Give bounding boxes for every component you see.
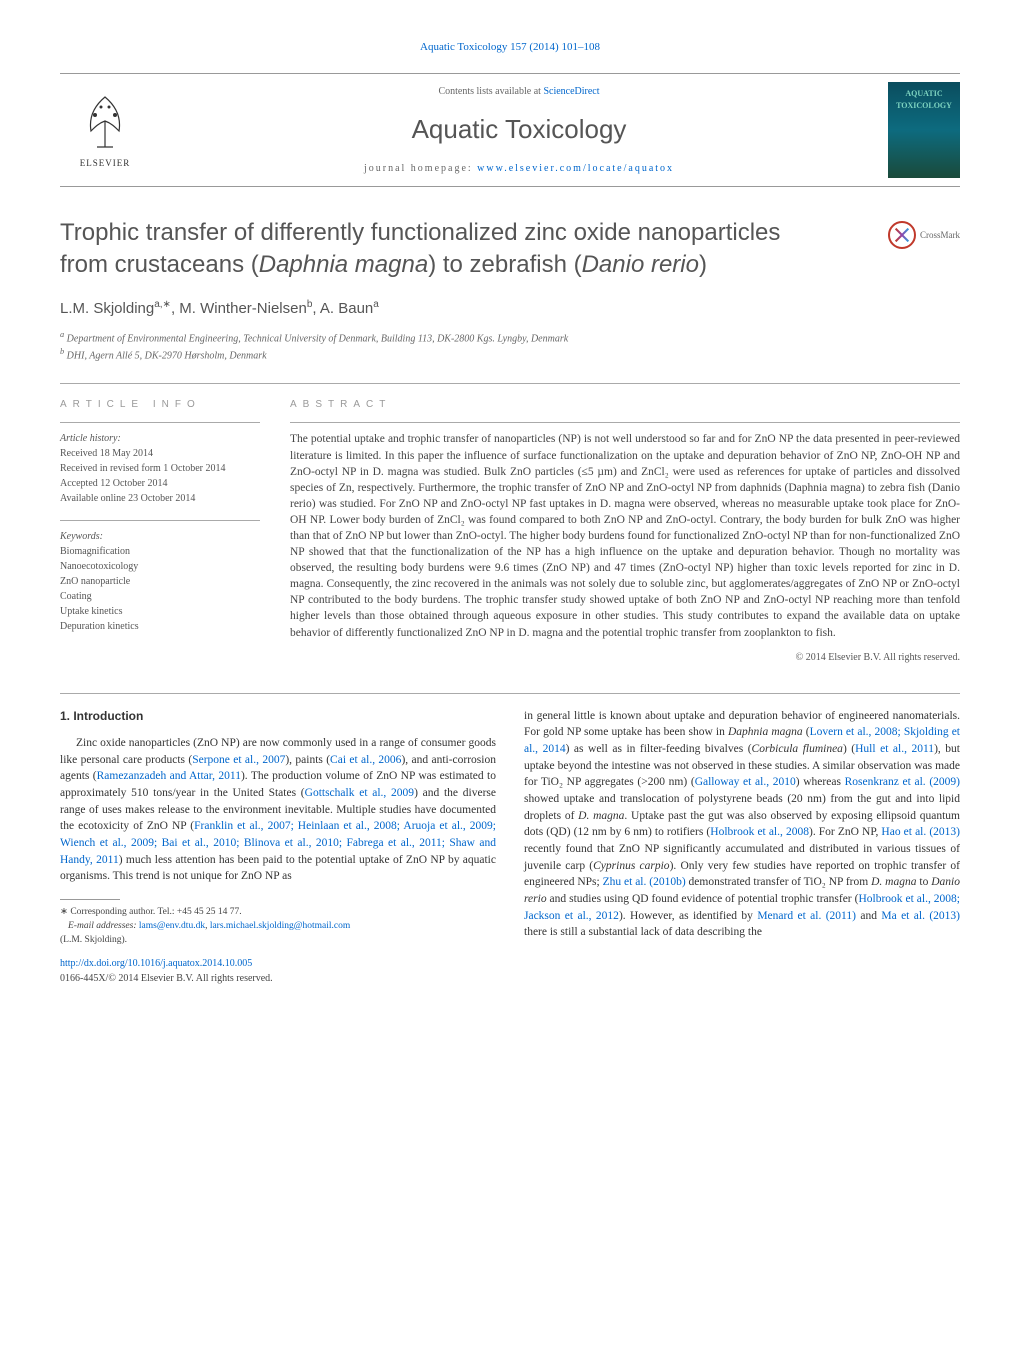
ref-link[interactable]: Ramezanzadeh and Attar, 2011 xyxy=(97,770,241,782)
homepage-prefix: journal homepage: xyxy=(364,163,477,174)
abstract-heading: abstract xyxy=(290,398,960,412)
keyword: Nanoecotoxicology xyxy=(60,559,260,574)
abstract-divider xyxy=(290,422,960,423)
abstract-copyright: © 2014 Elsevier B.V. All rights reserved… xyxy=(290,651,960,665)
affiliation-a: a Department of Environmental Engineerin… xyxy=(60,329,960,346)
corresponding-author: ∗ Corresponding author. Tel.: +45 45 25 … xyxy=(60,906,496,920)
title-part1: Trophic transfer of differently function… xyxy=(60,219,780,246)
title-part2: from crustaceans ( xyxy=(60,251,259,278)
email-link[interactable]: lars.michael.skjolding@hotmail.com xyxy=(210,921,350,931)
keyword: Biomagnification xyxy=(60,544,260,559)
author2: , M. Winther-Nielsen xyxy=(171,300,307,317)
keyword: ZnO nanoparticle xyxy=(60,574,260,589)
citation-vol: 157 (2014) 101–108 xyxy=(510,41,600,53)
history-received: Received 18 May 2014 xyxy=(60,446,260,461)
info-abstract-row: article info Article history: Received 1… xyxy=(60,398,960,664)
author3-sup: a xyxy=(373,299,379,310)
authors: L.M. Skjoldinga,∗, M. Winther-Nielsenb, … xyxy=(60,298,960,319)
citation-journal: Aquatic Toxicology xyxy=(420,41,507,53)
journal-title: Aquatic Toxicology xyxy=(150,111,888,147)
keyword: Coating xyxy=(60,589,260,604)
footnote-separator xyxy=(60,899,120,900)
contents-prefix: Contents lists available at xyxy=(438,86,543,97)
history-label: Article history: xyxy=(60,431,260,446)
email-label: E-mail addresses: xyxy=(68,921,137,931)
doi-block: http://dx.doi.org/10.1016/j.aquatox.2014… xyxy=(60,957,496,986)
affiliation-b: b DHI, Agern Allé 5, DK-2970 Hørsholm, D… xyxy=(60,346,960,363)
intro-heading: 1. Introduction xyxy=(60,708,496,725)
keyword: Depuration kinetics xyxy=(60,619,260,634)
masthead: ELSEVIER Contents lists available at Sci… xyxy=(60,73,960,187)
sciencedirect-link[interactable]: ScienceDirect xyxy=(543,86,599,97)
body-text: 1. Introduction Zinc oxide nanoparticles… xyxy=(60,708,960,987)
title-part3: ) to zebrafish ( xyxy=(428,251,581,278)
ref-link[interactable]: Gottschalk et al., 2009 xyxy=(305,787,414,799)
ref-link[interactable]: Menard et al. (2011) xyxy=(757,910,856,922)
author1: L.M. Skjolding xyxy=(60,300,154,317)
elsevier-logo[interactable]: ELSEVIER xyxy=(60,91,150,170)
title-block: CrossMark Trophic transfer of differentl… xyxy=(60,217,960,279)
ref-link[interactable]: Hull et al., 2011 xyxy=(855,743,934,755)
article-title: Trophic transfer of differently function… xyxy=(60,217,960,279)
ref-link[interactable]: Cai et al., 2006 xyxy=(330,754,401,766)
article-info: article info Article history: Received 1… xyxy=(60,398,260,664)
homepage-line: journal homepage: www.elsevier.com/locat… xyxy=(150,162,888,176)
article-history: Article history: Received 18 May 2014 Re… xyxy=(60,431,260,506)
crossmark-label: CrossMark xyxy=(920,229,960,242)
keywords-label: Keywords: xyxy=(60,529,260,544)
header-citation: Aquatic Toxicology 157 (2014) 101–108 xyxy=(60,40,960,55)
ref-link[interactable]: Ma et al. (2013) xyxy=(881,910,960,922)
keyword: Uptake kinetics xyxy=(60,604,260,619)
crossmark-icon xyxy=(888,221,916,249)
ref-link[interactable]: Serpone et al., 2007 xyxy=(192,754,285,766)
journal-cover[interactable]: AQUATIC TOXICOLOGY xyxy=(888,82,960,178)
ref-link[interactable]: Holbrook et al., 2008 xyxy=(710,826,809,838)
author3: , A. Baun xyxy=(312,300,373,317)
divider xyxy=(60,383,960,384)
crossmark-badge[interactable]: CrossMark xyxy=(888,217,960,253)
divider-below-abstract xyxy=(60,693,960,694)
ref-link[interactable]: Hao et al. (2013) xyxy=(881,826,960,838)
ref-link[interactable]: Rosenkranz et al. (2009) xyxy=(845,776,960,788)
abstract: abstract The potential uptake and trophi… xyxy=(290,398,960,664)
ref-link[interactable]: Galloway et al., 2010 xyxy=(695,776,796,788)
info-heading: article info xyxy=(60,398,260,412)
info-divider1 xyxy=(60,422,260,423)
cover-line2: TOXICOLOGY xyxy=(896,100,952,111)
author1-sup: a,∗ xyxy=(154,299,171,310)
citation-link[interactable]: Aquatic Toxicology 157 (2014) 101–108 xyxy=(420,41,600,53)
intro-p2: in general little is known about uptake … xyxy=(524,708,960,941)
history-accepted: Accepted 12 October 2014 xyxy=(60,476,260,491)
issn-line: 0166-445X/© 2014 Elsevier B.V. All right… xyxy=(60,973,273,984)
history-online: Available online 23 October 2014 xyxy=(60,491,260,506)
email-line: E-mail addresses: lams@env.dtu.dk, lars.… xyxy=(60,920,496,934)
keywords-block: Keywords: Biomagnification Nanoecotoxico… xyxy=(60,529,260,634)
abstract-text: The potential uptake and trophic transfe… xyxy=(290,431,960,640)
ref-link[interactable]: Zhu et al. (2010b) xyxy=(603,876,686,888)
elsevier-label: ELSEVIER xyxy=(60,157,150,170)
homepage-link[interactable]: www.elsevier.com/locate/aquatox xyxy=(477,163,674,174)
info-divider2 xyxy=(60,520,260,521)
elsevier-tree-icon xyxy=(73,91,137,155)
email-link[interactable]: lams@env.dtu.dk xyxy=(139,921,205,931)
title-species2: Danio rerio xyxy=(582,251,699,278)
footnotes: ∗ Corresponding author. Tel.: +45 45 25 … xyxy=(60,906,496,947)
email-attrib: (L.M. Skjolding). xyxy=(60,934,496,948)
title-part4: ) xyxy=(699,251,707,278)
masthead-center: Contents lists available at ScienceDirec… xyxy=(150,85,888,175)
doi-link[interactable]: http://dx.doi.org/10.1016/j.aquatox.2014… xyxy=(60,958,252,969)
cover-line1: AQUATIC xyxy=(905,88,942,99)
affiliations: a Department of Environmental Engineerin… xyxy=(60,329,960,364)
title-species1: Daphnia magna xyxy=(259,251,428,278)
contents-line: Contents lists available at ScienceDirec… xyxy=(150,85,888,99)
history-revised: Received in revised form 1 October 2014 xyxy=(60,461,260,476)
intro-p1: Zinc oxide nanoparticles (ZnO NP) are no… xyxy=(60,735,496,885)
